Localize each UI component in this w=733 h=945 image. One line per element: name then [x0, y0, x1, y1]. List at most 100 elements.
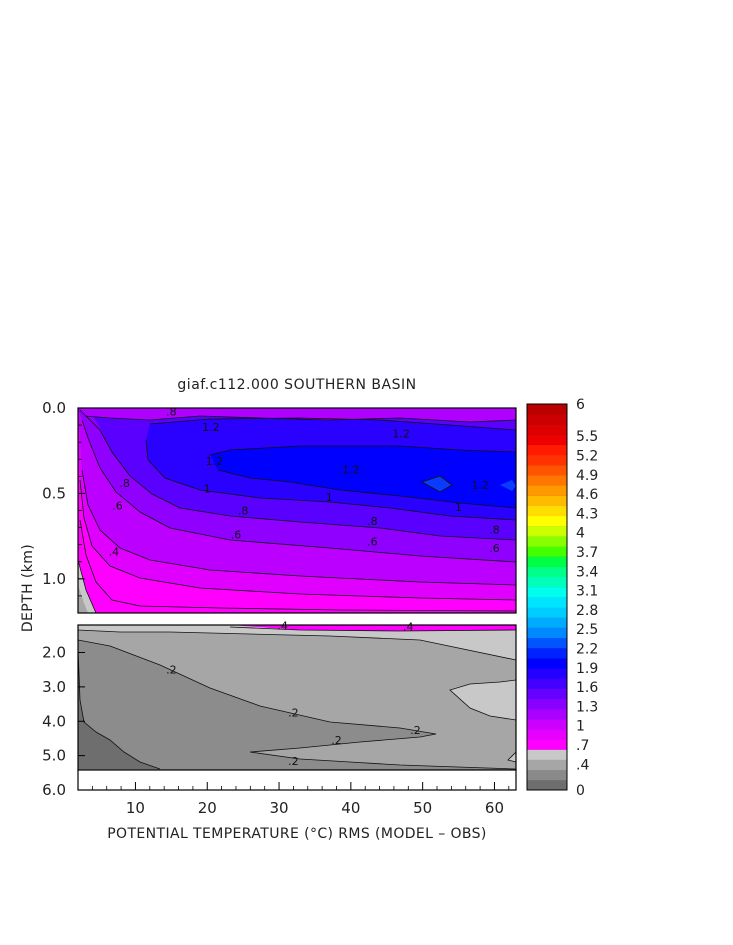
colorbar-label: 3.7 [576, 545, 598, 561]
fill-corner-0.2 [78, 585, 88, 613]
colorbar-swatch [527, 637, 567, 649]
contour-label: .8 [119, 477, 130, 490]
fill-level-1.4 [422, 476, 516, 492]
colorbar-swatch [527, 607, 567, 618]
x-tick-label: 30 [270, 799, 289, 817]
x-tick-label: 50 [413, 799, 432, 817]
colorbar-swatch [527, 698, 567, 710]
contour-label: .8 [489, 523, 500, 536]
colorbar-label: 5.5 [576, 429, 598, 445]
contour-label: .4 [403, 621, 414, 634]
colorbar-label: 0 [576, 783, 585, 799]
fill-level-0.1 [78, 648, 160, 769]
fill-level-0.4 [78, 625, 516, 762]
colorbar-swatch [527, 566, 567, 578]
colorbar-swatch [527, 769, 567, 781]
contour-line [79, 519, 516, 612]
colorbar-label: 2.5 [576, 622, 598, 638]
colorbar-swatch [527, 485, 567, 496]
colorbar-frame [526, 403, 568, 791]
colorbar-swatch [527, 597, 567, 608]
colorbar-swatch [527, 576, 567, 588]
contour-label: 1.2 [392, 428, 410, 441]
contour-label: .6 [231, 528, 242, 541]
contour-label: .8 [367, 515, 378, 528]
colorbar-label: .4 [576, 757, 589, 773]
y-tick-label: 0.0 [42, 399, 66, 417]
colorbar-label: 4.9 [576, 468, 598, 484]
fill-level-0.2 [78, 640, 516, 769]
y-tick-label: 4.0 [42, 712, 66, 730]
contour-label: 1.2 [202, 421, 220, 434]
colorbar-swatch [527, 475, 567, 486]
contour-line [79, 409, 516, 541]
fill-level-1.3 [210, 446, 516, 508]
colorbar-swatch [527, 546, 567, 557]
upper-y-axis: 0.0 0.5 1.0 [42, 399, 85, 597]
x-tick-label: 60 [485, 799, 504, 817]
colorbar-swatch [527, 739, 567, 750]
colorbar: 0 .4 .7 1 1.3 1.6 1.9 2.2 2.5 2.8 3.1 3.4 3.7 4 4.3 4.6… [526, 397, 598, 799]
colorbar-swatch [527, 688, 567, 699]
colorbar-label: 6 [576, 397, 585, 413]
x-tick-label: 40 [341, 799, 360, 817]
contour-line [79, 479, 516, 601]
colorbar-label: 5.2 [576, 448, 598, 464]
contour-line [81, 469, 516, 586]
contour-label: 1.2 [206, 455, 224, 468]
x-tick-label: 10 [126, 799, 145, 817]
contour-line [78, 639, 516, 770]
contour-line [149, 417, 516, 431]
contour-label: .2 [166, 664, 177, 677]
colorbar-swatch [527, 444, 567, 456]
y-tick-label: 6.0 [42, 781, 66, 799]
colorbar-label: 2.8 [576, 603, 598, 619]
colorbar-label: .7 [576, 738, 589, 754]
colorbar-swatch [527, 617, 567, 628]
contour-line [507, 751, 516, 763]
colorbar-swatch [527, 525, 567, 537]
y-tick-label: 1.0 [42, 570, 66, 588]
colorbar-label: 3.1 [576, 584, 598, 600]
colorbar-label: 4 [576, 526, 585, 542]
contour-line [81, 419, 516, 563]
colorbar-swatch [527, 556, 567, 567]
colorbar-label: 4.3 [576, 506, 598, 522]
contour-line [217, 469, 516, 509]
contour-line [78, 559, 97, 613]
contour-line [449, 679, 516, 721]
lower-contour-fill [78, 625, 516, 770]
chart-title: giaf.c112.000 SOUTHERN BASIN [177, 377, 416, 393]
contour-line [421, 475, 453, 493]
colorbar-swatch [527, 586, 567, 598]
contour-line [145, 439, 516, 521]
x-tick-label: 20 [198, 799, 217, 817]
y-tick-label: 2.0 [42, 644, 66, 662]
upper-contour-fill [78, 408, 516, 613]
colorbar-swatch [527, 536, 567, 547]
colorbar-swatch [527, 424, 567, 435]
colorbar-swatch [527, 404, 567, 415]
contour-label: 1 [204, 482, 211, 495]
colorbar-swatch [527, 729, 567, 740]
colorbar-swatch [527, 779, 567, 791]
contour-label: 1.2 [342, 464, 360, 477]
colorbar-label: 3.4 [576, 564, 598, 580]
contour-label: .4 [277, 620, 288, 633]
contour-label: .6 [489, 542, 500, 555]
contour-label: .6 [367, 535, 378, 548]
colorbar-label: 1 [576, 719, 585, 735]
colorbar-swatch [527, 515, 567, 527]
y-tick-label: 0.5 [42, 484, 66, 502]
colorbar-swatch [527, 668, 567, 679]
upper-panel: .8 1.2 1.2 1.2 1.2 1.2 1 1 1 .8 .8 .8 .8 .6 .6 .6 .6 .4 0… [42, 399, 517, 614]
colorbar-swatch [527, 678, 567, 689]
contour-label: 1 [455, 501, 462, 514]
contour-line [209, 445, 516, 456]
contour-line [84, 415, 516, 423]
y-tick-label: 3.0 [42, 678, 66, 696]
contour-label: 1.2 [471, 479, 489, 492]
lower-contour-lines [78, 626, 516, 770]
contour-label: .2 [288, 707, 299, 720]
